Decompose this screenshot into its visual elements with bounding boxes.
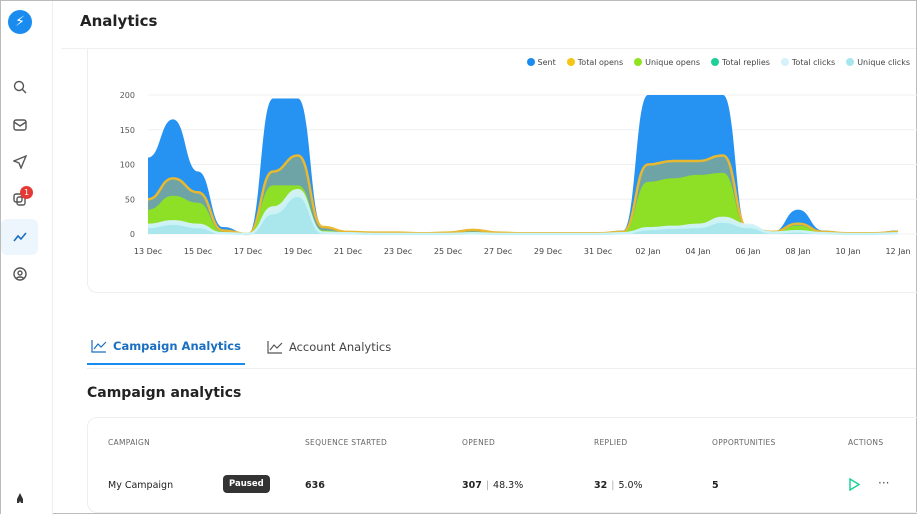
chart-line-icon: [91, 340, 107, 353]
x-tick-label: 02 Jan: [635, 247, 660, 256]
x-tick-label: 13 Dec: [134, 247, 162, 256]
x-tick-label: 23 Dec: [384, 247, 412, 256]
x-tick-label: 31 Dec: [584, 247, 612, 256]
legend-dot: [634, 58, 643, 66]
logo-icon[interactable]: ⚡: [8, 10, 32, 34]
analytics-icon[interactable]: [1, 219, 38, 255]
x-tick-label: 08 Jan: [785, 247, 810, 256]
column-header: REPLIED: [594, 438, 628, 447]
x-tick-label: 12 Jan: [885, 247, 910, 256]
legend-item[interactable]: Total clicks: [780, 58, 836, 67]
y-tick-label: 50: [125, 195, 135, 204]
analytics-chart: 0 50 100 150 200 13 Dec 15 Dec 17 Dec 19 Dec 21 D…: [120, 91, 917, 256]
y-tick-label: 150: [120, 126, 135, 135]
opened-pct: 48.3%: [493, 480, 524, 491]
legend-item[interactable]: Sent: [526, 58, 556, 67]
analytics-tabs: Campaign Analytics Account Analytics: [87, 335, 395, 365]
x-tick-label: 21 Dec: [334, 247, 362, 256]
legend-dot: [711, 58, 720, 66]
x-tick-label: 06 Jan: [735, 247, 760, 256]
column-header: OPENED: [462, 438, 496, 447]
legend-label: Total clicks: [791, 58, 836, 67]
series-area-unique-opens: [148, 172, 898, 234]
legend-dot: [566, 58, 575, 66]
campaign-name-link[interactable]: My Campaign: [108, 480, 174, 491]
x-tick-label: 17 Dec: [234, 247, 262, 256]
x-tick-label: 10 Jan: [835, 247, 860, 256]
divider: [87, 368, 916, 369]
column-header: ACTIONS: [848, 438, 884, 447]
send-icon[interactable]: [1, 144, 38, 180]
legend-label: Sent: [537, 58, 556, 67]
campaign-table: CAMPAIGN SEQUENCE STARTED OPENED REPLIED…: [87, 417, 917, 513]
legend-item[interactable]: Total opens: [566, 58, 624, 67]
column-header: SEQUENCE STARTED: [305, 438, 388, 447]
replied-pct: 5.0%: [618, 480, 643, 491]
legend-label: Unique opens: [645, 58, 701, 67]
legend-label: Total replies: [722, 58, 770, 67]
opportunities-value: 5: [712, 480, 719, 491]
series-line-unique-clicks: [147, 194, 899, 236]
tab-label: Campaign Analytics: [113, 339, 241, 353]
more-options-button[interactable]: ···: [878, 476, 890, 490]
user-circle-icon[interactable]: [1, 256, 38, 292]
divider: [61, 48, 916, 49]
section-title: Campaign analytics: [87, 385, 242, 401]
y-tick-label: 0: [130, 230, 135, 239]
legend-label: Unique clicks: [857, 58, 910, 67]
chart-legend: Sent Total opens Unique opens Total replies…: [526, 58, 910, 67]
x-tick-label: 25 Dec: [434, 247, 462, 256]
column-header: CAMPAIGN: [108, 438, 151, 447]
tab-campaign-analytics[interactable]: Campaign Analytics: [87, 335, 245, 365]
legend-item[interactable]: Unique clicks: [846, 58, 910, 67]
legend-item[interactable]: Total replies: [711, 58, 770, 67]
mail-icon[interactable]: [1, 107, 38, 143]
replied-count: 32: [594, 480, 608, 491]
legend-dot: [526, 58, 535, 66]
y-tick-label: 200: [120, 91, 135, 100]
legend-dot: [846, 58, 855, 66]
chart-line-icon: [267, 341, 283, 354]
status-badge: Paused: [223, 475, 270, 493]
x-tick-label: 19 Dec: [284, 247, 312, 256]
notification-badge: 1: [20, 186, 33, 199]
column-header: OPPORTUNITIES: [712, 438, 776, 447]
tab-account-analytics[interactable]: Account Analytics: [263, 335, 395, 365]
search-icon[interactable]: [1, 69, 38, 105]
chart-card: [87, 49, 917, 293]
x-tick-label: 29 Dec: [534, 247, 562, 256]
opened-value: 307 | 48.3%: [462, 480, 524, 491]
replied-value: 32 | 5.0%: [594, 480, 643, 491]
legend-label: Total opens: [577, 58, 624, 67]
x-tick-label: 15 Dec: [184, 247, 212, 256]
tab-label: Account Analytics: [288, 340, 392, 354]
x-tick-label: 27 Dec: [484, 247, 512, 256]
page-title: Analytics: [80, 12, 158, 30]
y-tick-label: 100: [120, 161, 135, 170]
legend-item[interactable]: Unique opens: [634, 58, 700, 67]
rocket-icon[interactable]: [1, 481, 38, 517]
opened-count: 307: [462, 480, 482, 491]
play-icon: [849, 477, 861, 492]
sequence-started-value: 636: [305, 480, 325, 491]
legend-dot: [780, 58, 789, 66]
sidebar: ⚡ 1: [1, 1, 53, 515]
play-button[interactable]: [848, 477, 861, 494]
series-area-total-clicks: [148, 188, 898, 234]
x-tick-label: 04 Jan: [685, 247, 710, 256]
